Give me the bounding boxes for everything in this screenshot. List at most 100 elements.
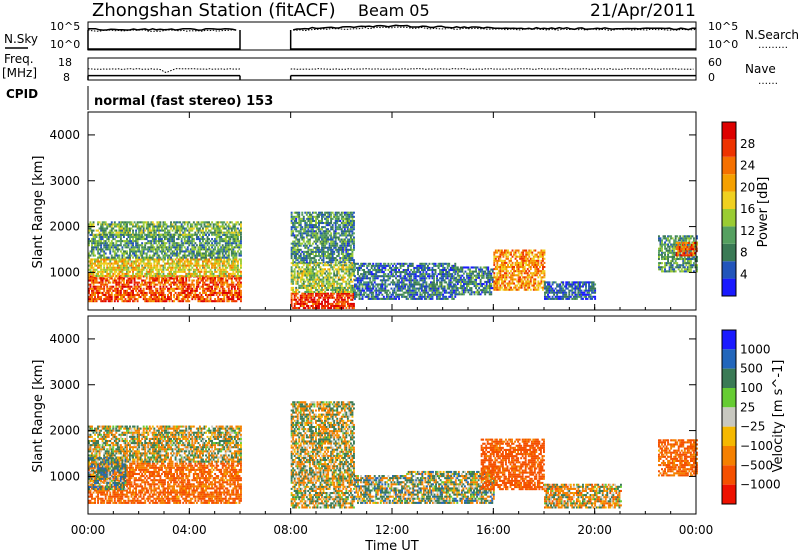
- power-cell: [92, 242, 95, 245]
- power-cell: [385, 291, 388, 294]
- power-cell: [209, 250, 212, 253]
- power-cell: [226, 281, 229, 284]
- power-cell: [119, 250, 122, 253]
- power-cell: [227, 285, 230, 288]
- power-cell: [233, 227, 236, 230]
- power-cell: [202, 296, 204, 299]
- power-cell: [153, 252, 156, 255]
- power-cell: [109, 266, 112, 269]
- power-cell: [220, 298, 223, 301]
- power-cell: [160, 258, 163, 261]
- power-cell: [342, 288, 345, 291]
- power-cell: [91, 238, 93, 241]
- power-cell: [135, 252, 138, 255]
- power-cell: [311, 286, 314, 289]
- power-cell: [113, 260, 116, 263]
- power-cell: [236, 221, 239, 224]
- power-cell: [139, 287, 142, 290]
- power-cell: [298, 222, 301, 225]
- power-cell: [133, 277, 136, 280]
- power-cell: [180, 244, 183, 247]
- power-cell: [132, 225, 134, 228]
- power-cell: [127, 270, 130, 273]
- power-cell: [351, 230, 354, 233]
- power-cell: [301, 284, 304, 287]
- power-cell: [227, 252, 230, 255]
- power-cell: [298, 268, 301, 271]
- power-cell: [126, 256, 128, 259]
- power-cell: [139, 250, 142, 253]
- power-cell: [295, 250, 298, 253]
- power-cell: [180, 283, 183, 286]
- power-cell: [121, 293, 124, 297]
- power-cell: [138, 266, 141, 269]
- power-cell: [343, 248, 346, 251]
- power-cell: [310, 261, 313, 264]
- power-cell: [203, 268, 206, 271]
- power-cell: [336, 288, 339, 291]
- power-cell: [119, 287, 122, 290]
- power-cell: [136, 258, 139, 261]
- power-cell: [138, 296, 141, 299]
- power-cell: [393, 262, 396, 265]
- power-cell: [97, 233, 100, 236]
- power-cell: [307, 215, 310, 218]
- power-cell: [168, 298, 171, 301]
- power-cell: [340, 242, 343, 245]
- power-cell: [221, 279, 224, 282]
- power-cell: [292, 215, 295, 218]
- power-cell: [121, 285, 124, 288]
- power-cell: [211, 272, 214, 275]
- power-cell: [174, 227, 177, 230]
- power-cell: [292, 242, 295, 245]
- power-cell: [340, 252, 343, 255]
- power-cell: [106, 258, 109, 261]
- power-cell: [224, 264, 227, 267]
- power-cell: [135, 244, 138, 247]
- power-cell: [308, 222, 311, 225]
- power-cell: [333, 234, 336, 237]
- power-cell: [165, 233, 168, 236]
- power-cell: [304, 228, 307, 231]
- power-cell: [342, 234, 345, 237]
- power-cell: [116, 244, 119, 247]
- power-cell: [145, 283, 148, 286]
- power-cell: [221, 256, 224, 259]
- power-cell: [205, 287, 207, 290]
- power-cell: [107, 293, 110, 297]
- power-cell: [229, 221, 232, 224]
- power-cell: [159, 300, 162, 303]
- power-cell: [349, 264, 352, 267]
- power-cell: [112, 266, 115, 269]
- power-cell: [206, 240, 209, 243]
- power-cell: [142, 256, 145, 259]
- power-cell: [334, 238, 337, 241]
- power-cell: [109, 248, 112, 251]
- power-cell: [162, 240, 165, 243]
- power-cell: [298, 276, 301, 279]
- power-cell: [110, 225, 113, 228]
- power-cell: [119, 293, 122, 297]
- power-cell: [296, 246, 299, 249]
- power-cell: [322, 270, 325, 273]
- power-cell: [334, 261, 337, 264]
- power-cell: [230, 285, 233, 288]
- power-cell: [148, 283, 151, 286]
- nsearch-label: N.Search: [745, 28, 799, 42]
- power-cell: [238, 248, 241, 251]
- power-cell: [113, 238, 116, 241]
- power-cell: [94, 274, 96, 277]
- power-cell: [115, 223, 118, 226]
- power-cell: [141, 281, 144, 284]
- power-cell: [162, 250, 165, 253]
- power-cell: [198, 242, 201, 245]
- power-cell: [330, 252, 333, 255]
- power-cell: [132, 277, 134, 280]
- cpid-value: normal (fast stereo) 153: [94, 94, 273, 109]
- power-cell: [330, 242, 333, 245]
- power-cell: [162, 229, 165, 232]
- power-cell: [168, 300, 171, 303]
- power-cell: [346, 304, 349, 308]
- power-cell: [330, 257, 333, 260]
- power-cell: [141, 235, 144, 239]
